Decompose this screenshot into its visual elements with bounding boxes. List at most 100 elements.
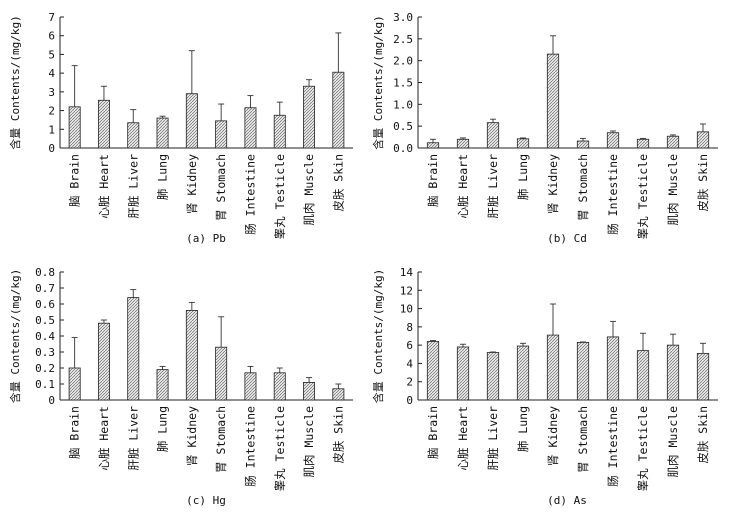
y-tick-label: 6 xyxy=(406,339,413,352)
chart-caption: (c) Hg xyxy=(186,494,226,507)
bar xyxy=(696,131,710,149)
bar xyxy=(273,372,286,401)
bar xyxy=(68,367,81,401)
x-tick-label: 胃 Stomach xyxy=(214,154,228,221)
bar xyxy=(97,322,110,401)
x-tick-label: 肝脏 Liver xyxy=(126,406,140,471)
bar xyxy=(244,107,257,149)
x-tick-label: 肝脏 Liver xyxy=(126,154,140,219)
y-tick-label: 0.5 xyxy=(393,120,413,133)
bar xyxy=(215,346,228,401)
bar xyxy=(215,120,228,149)
bar xyxy=(303,85,316,149)
bar xyxy=(127,297,140,401)
y-tick-label: 6 xyxy=(48,30,55,43)
bar xyxy=(576,341,590,401)
y-tick-label: 2 xyxy=(406,376,413,389)
bar xyxy=(666,344,680,401)
x-tick-label: 胃 Stomach xyxy=(576,406,590,473)
x-tick-label: 肠 Intestine xyxy=(606,154,620,235)
bar xyxy=(606,336,620,401)
bar xyxy=(127,122,140,149)
y-tick-label: 4 xyxy=(48,67,55,80)
y-tick-label: 0.6 xyxy=(35,298,55,311)
x-tick-label: 肺 Lung xyxy=(156,406,170,452)
y-tick-label: 0.1 xyxy=(35,378,55,391)
bar xyxy=(636,350,650,401)
y-tick-label: 1 xyxy=(48,123,55,136)
bar xyxy=(576,140,590,149)
x-tick-label: 皮肤 Skin xyxy=(696,406,710,464)
bar xyxy=(68,106,81,149)
y-tick-label: 0.7 xyxy=(35,282,55,295)
x-tick-label: 肺 Lung xyxy=(516,406,530,452)
bar xyxy=(546,334,560,401)
bar xyxy=(156,117,169,149)
x-tick-label: 脑 Brain xyxy=(426,154,440,207)
bar xyxy=(97,99,110,149)
bar xyxy=(332,71,345,149)
bar xyxy=(516,345,530,401)
x-tick-label: 肺 Lung xyxy=(156,154,170,200)
x-tick-label: 皮肤 Skin xyxy=(331,406,345,464)
y-tick-label: 5 xyxy=(48,48,55,61)
chart-caption: (a) Pb xyxy=(186,232,226,245)
y-tick-label: 12 xyxy=(400,284,413,297)
x-tick-label: 心脏 Heart xyxy=(456,406,470,471)
y-tick-label: 0.3 xyxy=(35,346,55,359)
y-tick-label: 1.5 xyxy=(393,77,413,90)
x-tick-label: 肌肉 Muscle xyxy=(302,154,316,226)
bar xyxy=(456,138,470,149)
y-tick-label: 3 xyxy=(48,86,55,99)
y-tick-label: 0 xyxy=(48,394,55,407)
x-tick-label: 心脏 Heart xyxy=(456,154,470,219)
x-tick-label: 肾 Kidney xyxy=(185,154,199,214)
y-tick-label: 4 xyxy=(406,357,413,370)
bar xyxy=(426,142,440,149)
x-tick-label: 睾丸 Testicle xyxy=(636,154,650,239)
y-tick-label: 1.0 xyxy=(393,98,413,111)
y-tick-label: 0.4 xyxy=(35,330,55,343)
y-tick-label: 0.0 xyxy=(393,142,413,155)
x-tick-label: 肾 Kidney xyxy=(546,154,560,214)
bar xyxy=(516,138,530,149)
bar xyxy=(244,372,257,401)
bar xyxy=(666,135,680,149)
bar xyxy=(636,138,650,149)
y-axis-label: 含量 Contents/(mg/kg) xyxy=(8,15,22,150)
chart-as: 0 2 4 6 8 10 12 14 含量 Contents/(mg/kg) 脑 Brain 心脏 … xyxy=(371,266,718,507)
y-tick-label: 2 xyxy=(48,105,55,118)
y-tick-label: 0.5 xyxy=(35,314,55,327)
chart-pb: 0 1 2 3 4 5 6 7 含量 Contents/(mg/kg) 脑 Brain 心脏 Hea… xyxy=(8,11,353,245)
y-tick-label: 2.0 xyxy=(393,55,413,68)
bar xyxy=(185,309,198,401)
y-tick-label: 0.2 xyxy=(35,362,55,375)
y-tick-label: 14 xyxy=(400,266,414,279)
x-tick-label: 肝脏 Liver xyxy=(486,154,500,219)
chart-caption: (d) As xyxy=(547,494,587,507)
chart-hg: 0 0.1 0.2 0.3 0.4 0.5 0.6 0.7 0.8 含量 Contents/(mg… xyxy=(8,266,353,507)
x-tick-label: 脑 Brain xyxy=(68,154,82,207)
x-tick-label: 睾丸 Testicle xyxy=(273,154,287,239)
y-tick-label: 2.5 xyxy=(393,33,413,46)
x-tick-label: 肾 Kidney xyxy=(185,406,199,466)
x-tick-label: 肝脏 Liver xyxy=(486,406,500,471)
x-tick-label: 肾 Kidney xyxy=(546,406,560,466)
y-axis-label: 含量 Contents/(mg/kg) xyxy=(371,15,385,150)
x-tick-label: 胃 Stomach xyxy=(576,154,590,221)
bar xyxy=(456,346,470,401)
y-tick-label: 8 xyxy=(406,321,413,334)
bar xyxy=(546,53,560,149)
y-axis-label: 含量 Contents/(mg/kg) xyxy=(8,269,22,404)
x-tick-label: 肠 Intestine xyxy=(243,406,257,487)
bar xyxy=(273,114,286,149)
y-axis-label: 含量 Contents/(mg/kg) xyxy=(371,269,385,404)
x-tick-label: 肌肉 Muscle xyxy=(302,406,316,478)
x-tick-label: 胃 Stomach xyxy=(214,406,228,473)
x-tick-label: 脑 Brain xyxy=(68,406,82,459)
bar xyxy=(332,388,345,401)
y-tick-label: 3.0 xyxy=(393,11,413,24)
y-tick-label: 0.8 xyxy=(35,266,55,279)
